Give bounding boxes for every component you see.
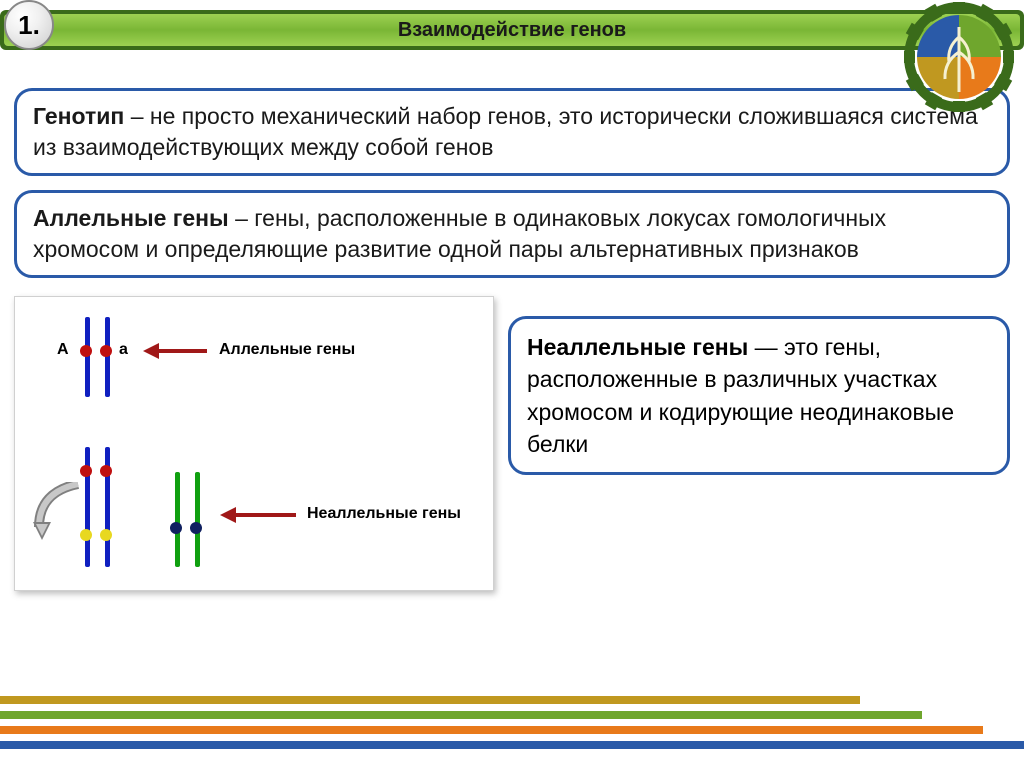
- footer-stripe: [0, 696, 860, 704]
- logo-gear-icon: [904, 2, 1014, 112]
- footer-stripes: [0, 696, 1024, 749]
- slide-title: Взаимодействие генов: [0, 14, 1024, 46]
- allele-label-A: A: [57, 341, 69, 359]
- locus-yellow: [100, 529, 112, 541]
- allele-label-a: a: [119, 341, 128, 359]
- term-nonallelic: Неаллельные гены: [527, 334, 748, 360]
- curved-arrow-icon: [33, 482, 83, 542]
- locus-red: [100, 345, 112, 357]
- definition-box-allelic: Аллельные гены – гены, расположенные в о…: [14, 190, 1010, 278]
- chromosome-blue: [105, 317, 110, 397]
- definition-box-nonallelic: Неаллельные гены — это гены, расположенн…: [508, 316, 1010, 475]
- footer-stripe: [0, 726, 983, 734]
- locus-navy: [170, 522, 182, 534]
- chromosome-green: [175, 472, 180, 567]
- term-genotype: Генотип: [33, 103, 124, 129]
- term-allelic: Аллельные гены: [33, 205, 229, 231]
- arrow-icon: [220, 507, 236, 523]
- footer-stripe: [0, 711, 922, 719]
- lower-row: A a Аллельные гены: [14, 296, 1010, 591]
- locus-red: [80, 345, 92, 357]
- locus-red: [100, 465, 112, 477]
- arrow-icon: [143, 343, 159, 359]
- header: Взаимодействие генов 1.: [0, 0, 1024, 52]
- content-area: Генотип – не просто механический набор г…: [0, 52, 1024, 591]
- locus-navy: [190, 522, 202, 534]
- arrow-shaft: [159, 349, 207, 353]
- slide-number-badge: 1.: [4, 0, 54, 50]
- diagram-label-nonallelic: Неаллельные гены: [307, 505, 461, 523]
- definition-genotype-text: – не просто механический набор генов, эт…: [33, 103, 978, 160]
- diagram-label-allelic: Аллельные гены: [219, 341, 355, 359]
- footer-stripe: [0, 741, 1024, 749]
- chromosome-blue: [85, 317, 90, 397]
- arrow-shaft: [236, 513, 296, 517]
- definition-box-genotype: Генотип – не просто механический набор г…: [14, 88, 1010, 176]
- chromosome-diagram: A a Аллельные гены: [14, 296, 494, 591]
- chromosome-green: [195, 472, 200, 567]
- locus-red: [80, 465, 92, 477]
